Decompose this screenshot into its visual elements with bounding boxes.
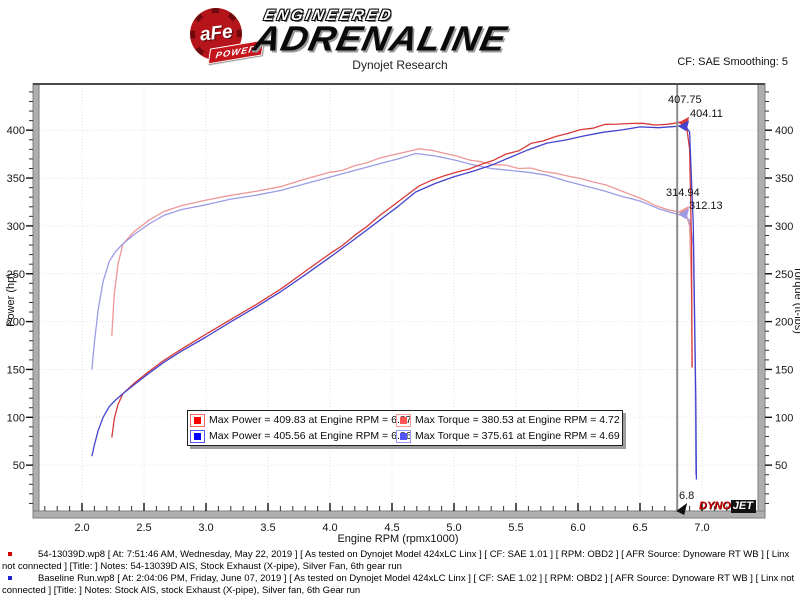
x-tick-label: 4.5 xyxy=(384,522,399,534)
gridlines xyxy=(39,85,757,511)
x-tick-label: 4.0 xyxy=(322,522,337,534)
x-tick-label: 2.0 xyxy=(74,522,89,534)
power-tick-label: 300 xyxy=(7,221,25,233)
series-power-54-13039D xyxy=(111,120,693,438)
torque-tick-label: 50 xyxy=(775,460,787,472)
readout-torque-red: 314.94 xyxy=(666,187,700,199)
run2-text: Baseline Run.wp8 [ At: 2:04:06 PM, Frida… xyxy=(2,573,795,596)
legend-label: Max Torque = 380.53 at Engine RPM = 4.72 xyxy=(415,414,620,426)
power-tick-label: 250 xyxy=(7,269,25,281)
x-tick-label: 2.5 xyxy=(136,522,151,534)
torque-tick-label: 400 xyxy=(775,125,793,137)
power-tick-label: 200 xyxy=(7,317,25,329)
legend-label: Max Torque = 375.61 at Engine RPM = 4.69 xyxy=(415,430,620,442)
run-annotation-1: 54-13039D.wp8 [ At: 7:51:46 AM, Wednesda… xyxy=(2,549,796,572)
legend-item-max-torque-blue: Max Torque = 375.61 at Engine RPM = 4.69 xyxy=(396,428,620,444)
legend-swatch-salmon-icon xyxy=(396,413,411,427)
run2-bullet-icon xyxy=(8,576,12,580)
torque-tick-label: 150 xyxy=(775,364,793,376)
power-tick-label: 400 xyxy=(7,125,25,137)
run1-text: 54-13039D.wp8 [ At: 7:51:46 AM, Wednesda… xyxy=(2,549,790,572)
y-axis-title-torque: Torque (ft-lbs) xyxy=(792,266,800,334)
series-torque-baseline xyxy=(91,152,697,475)
x-tick-label: 7.0 xyxy=(694,522,709,534)
legend-swatch-lightblue-icon xyxy=(396,429,411,443)
legend-item-max-power-blue: Max Power = 405.56 at Engine RPM = 6.86 xyxy=(190,428,412,444)
readout-power-red: 407.75 xyxy=(668,94,702,106)
legend-label: Max Power = 409.83 at Engine RPM = 6.87 xyxy=(209,414,412,426)
x-tick-label: 5.0 xyxy=(446,522,461,534)
axis-frame xyxy=(32,83,766,519)
legend-item-max-power-red: Max Power = 409.83 at Engine RPM = 6.87 xyxy=(190,412,412,428)
legend-item-max-torque-red: Max Torque = 380.53 at Engine RPM = 4.72 xyxy=(396,412,620,428)
legend-label: Max Power = 405.56 at Engine RPM = 6.86 xyxy=(209,430,412,442)
run-annotation-2: Baseline Run.wp8 [ At: 2:04:06 PM, Frida… xyxy=(2,573,796,596)
y-axes: 50 50 100 100 150 150 200 200 250 250 300 300 350 350… xyxy=(7,91,793,504)
dynojet-logo-dyno: DYNO xyxy=(699,500,731,512)
legend-swatch-red-icon xyxy=(190,413,205,427)
cursor-base-arrow-icon xyxy=(676,503,688,515)
power-tick-label: 350 xyxy=(7,173,25,185)
legend-swatch-blue-icon xyxy=(190,429,205,443)
torque-tick-label: 250 xyxy=(775,269,793,281)
legend-box[interactable]: Max Power = 409.83 at Engine RPM = 6.87 … xyxy=(187,410,623,446)
torque-tick-label: 100 xyxy=(775,412,793,424)
power-tick-label: 100 xyxy=(7,412,25,424)
x-tick-label: 3.0 xyxy=(198,522,213,534)
y-axis-title-power: Power (hp) xyxy=(5,273,17,327)
readout-torque-blue: 312.13 xyxy=(689,200,723,212)
x-tick-label: 6.5 xyxy=(632,522,647,534)
power-tick-label: 50 xyxy=(13,460,25,472)
dynojet-logo: DYNO JET xyxy=(699,500,756,513)
torque-tick-label: 350 xyxy=(775,173,793,185)
run1-bullet-icon xyxy=(8,552,12,556)
cursor-marker-arrow-icon xyxy=(678,120,690,132)
cursor-marker-arrow-icon xyxy=(678,208,690,220)
series-power-baseline xyxy=(91,124,698,480)
afe-logo-icon: aFe xyxy=(190,8,242,60)
torque-tick-label: 300 xyxy=(775,221,793,233)
dynojet-logo-jet: JET xyxy=(730,500,756,513)
x-tick-label: 6.0 xyxy=(570,522,585,534)
power-tick-label: 150 xyxy=(7,364,25,376)
torque-tick-label: 200 xyxy=(775,317,793,329)
readout-power-blue: 404.11 xyxy=(690,108,723,120)
run-annotations: 54-13039D.wp8 [ At: 7:51:46 AM, Wednesda… xyxy=(2,549,796,597)
smoothing-setting: CF: SAE Smoothing: 5 xyxy=(677,56,788,68)
chart-title: Dynojet Research xyxy=(352,58,448,72)
x-tick-label: 5.5 xyxy=(508,522,523,534)
series-torque-54-13039D xyxy=(111,148,693,368)
x-axis-title: Engine RPM (rpmx1000) xyxy=(337,533,459,545)
dyno-plot-area: 2.0 2.5 3.0 3.5 4.0 4.5 5.0 5.5 6.0 6.5 7.0 50 50 100… xyxy=(7,83,793,534)
afe-brand-logo: aFe POWER ENGINEERED ADRENALINE xyxy=(188,4,608,65)
x-tick-label: 3.5 xyxy=(260,522,275,534)
cursor-rpm-label: 6.8 xyxy=(679,490,695,502)
